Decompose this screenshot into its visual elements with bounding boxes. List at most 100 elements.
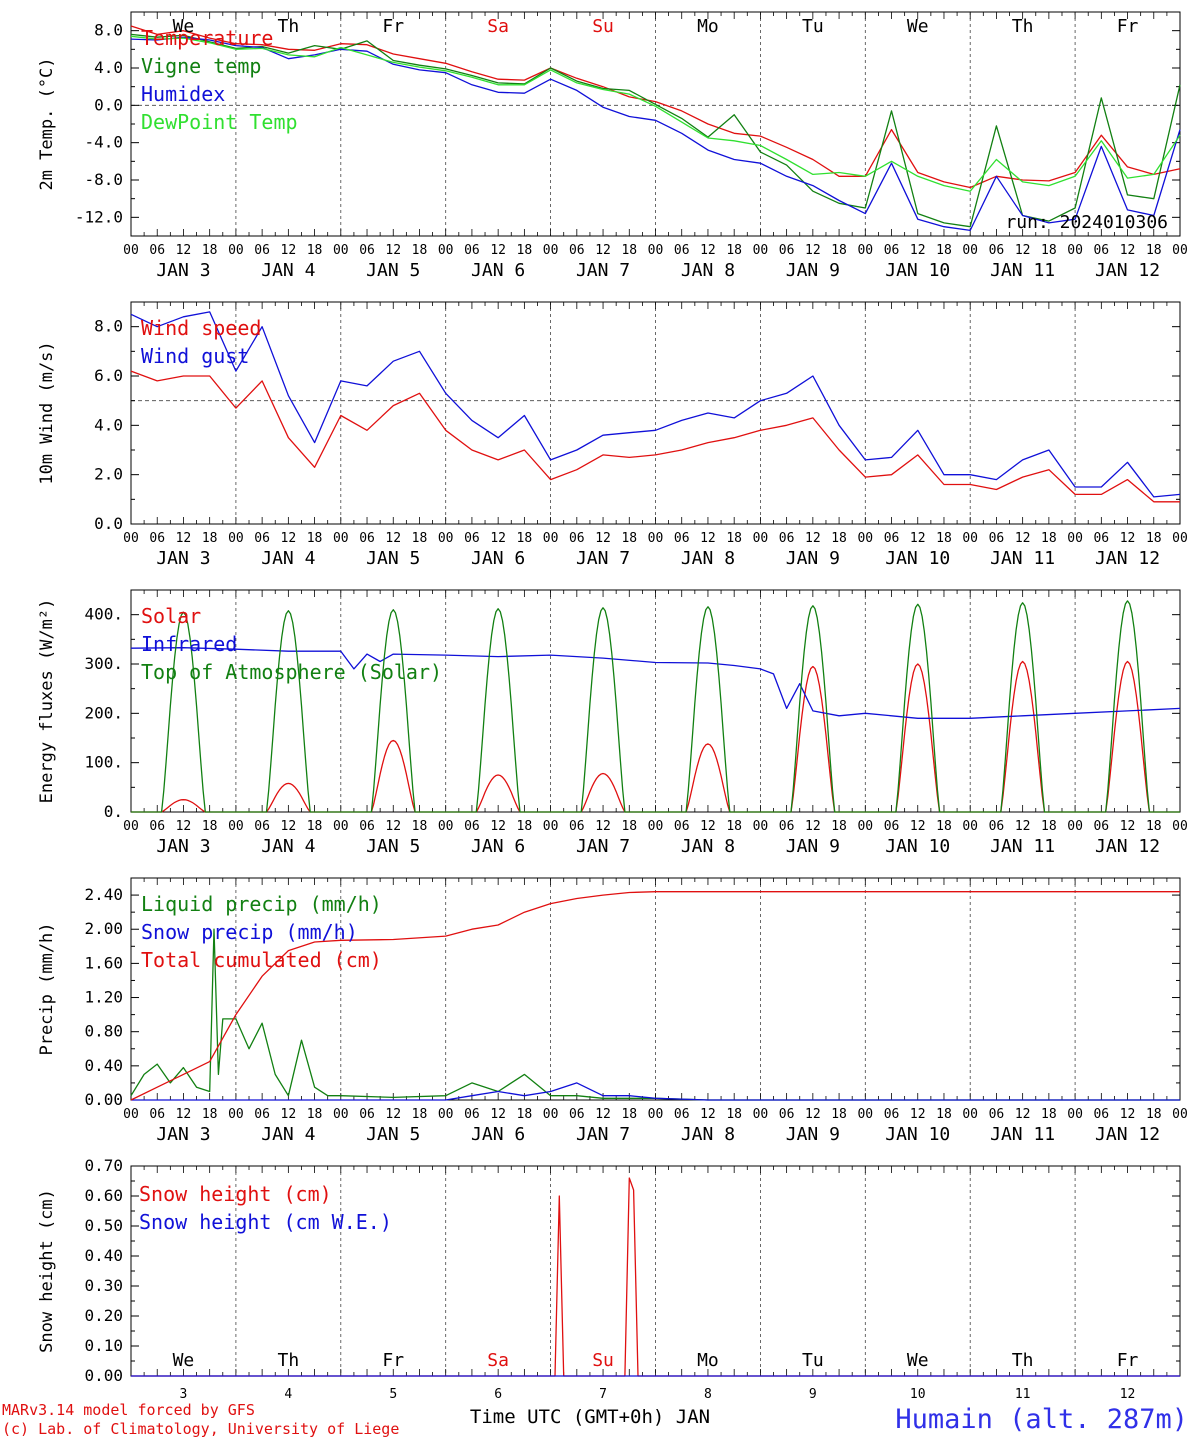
hour-tick-label: 06 [464,819,480,834]
hour-tick-label: 12 [490,819,506,834]
hour-tick-label: 00 [857,243,873,258]
y-tick-label: 0. [104,802,123,821]
hour-tick-label: 18 [936,819,952,834]
day-label: JAN 6 [471,836,525,857]
y-tick-label: 400. [84,605,123,624]
hour-tick-label: 00 [857,819,873,834]
y-tick-label: 8.0 [94,317,123,336]
hour-tick-label: 06 [1093,243,1109,258]
hour-tick-label: 18 [412,1107,428,1122]
day-label: JAN 5 [366,836,420,857]
hour-tick-label: 12 [1120,1107,1136,1122]
day-label: JAN 11 [990,1124,1055,1145]
panel-wind: 0.0 2.0 4.0 6.0 8.0 10m Wind (m/s) 00 06 12 18 JAN… [37,301,1188,569]
y-tick-label: 0.10 [84,1336,123,1355]
hour-tick-label: 06 [674,243,690,258]
day-label: JAN 10 [885,836,950,857]
day-number-label: 6 [494,1387,502,1402]
day-label: JAN 3 [156,1124,210,1145]
hour-tick-label: 00 [753,819,769,834]
panel-precip: 0.00 0.40 0.80 1.20 1.60 2.00 2.40 Precip (mm/h… [37,877,1188,1145]
hour-tick-label: 00 [228,1107,244,1122]
hour-tick-label: 06 [464,531,480,546]
y-tick-label: -12.0 [75,207,123,226]
panel-energy: 0. 100. 200. 300. 400. Energy fluxes (W/m²) 00… [37,589,1188,857]
hour-tick-label: 18 [517,531,533,546]
weekday-label: Sa [487,1350,509,1371]
hour-tick-label: 18 [936,1107,952,1122]
legend-entry: Snow height (cm) [139,1182,332,1206]
day-number-label: 5 [389,1387,397,1402]
y-axis-label: Energy fluxes (W/m²) [37,599,57,804]
hour-tick-label: 06 [779,243,795,258]
day-label: JAN 12 [1095,548,1160,569]
hour-tick-label: 18 [936,243,952,258]
day-label: JAN 7 [576,548,630,569]
y-tick-label: 0.00 [84,1090,123,1109]
hour-tick-label: 18 [936,531,952,546]
day-number-label: 10 [910,1387,926,1402]
legend-entry: Wind speed [141,316,261,340]
day-label: JAN 4 [261,548,315,569]
hour-tick-label: 06 [674,531,690,546]
series-line-temperature-0 [130,25,1181,189]
hour-tick-label: 18 [307,1107,323,1122]
hour-tick-label: 06 [359,531,375,546]
y-tick-label: 0.0 [94,514,123,533]
weekday-label: Th [1012,16,1034,37]
hour-tick-label: 18 [726,1107,742,1122]
hour-tick-label: 00 [857,531,873,546]
weekday-label: Th [1012,1350,1034,1371]
day-label: JAN 3 [156,260,210,281]
series-line-precip-1 [131,1082,1180,1101]
legend-entry: Vigne temp [141,54,261,78]
hour-tick-label: 06 [989,1107,1005,1122]
hour-tick-label: 12 [910,243,926,258]
station-title: Humain (alt. 287m) [895,1404,1188,1435]
hour-tick-label: 00 [123,819,139,834]
hour-tick-label: 18 [1146,819,1162,834]
hour-tick-label: 12 [385,1107,401,1122]
hour-tick-label: 06 [569,531,585,546]
hour-tick-label: 12 [490,1107,506,1122]
legend-entry: Total cumulated (cm) [141,948,382,972]
model-credit: MARv3.14 model forced by GFS [2,1401,255,1419]
hour-tick-label: 06 [464,1107,480,1122]
series-line-energy-1 [130,647,1181,719]
hour-tick-label: 00 [648,531,664,546]
weekday-label: Fr [382,16,404,37]
legend-entry: Snow precip (mm/h) [141,920,358,944]
y-tick-label: 2.0 [94,465,123,484]
weekday-label: Tu [802,1350,824,1371]
legend-entry: Temperature [141,26,273,50]
series-line-wind-1 [130,311,1181,498]
hour-tick-label: 00 [1172,243,1188,258]
hour-tick-label: 18 [202,243,218,258]
hour-tick-label: 00 [438,819,454,834]
y-tick-label: 0.0 [94,95,123,114]
hour-tick-label: 06 [149,819,165,834]
hour-tick-label: 18 [1146,243,1162,258]
hour-tick-label: 12 [281,819,297,834]
hour-tick-label: 18 [621,819,637,834]
hour-tick-label: 06 [779,819,795,834]
legend-entry: Solar [141,604,201,628]
hour-tick-label: 06 [674,819,690,834]
hour-tick-label: 06 [359,819,375,834]
hour-tick-label: 18 [726,243,742,258]
hour-tick-label: 12 [490,243,506,258]
hour-tick-label: 18 [1041,1107,1057,1122]
hour-tick-label: 12 [805,243,821,258]
hour-tick-label: 18 [831,1107,847,1122]
hour-tick-label: 12 [910,819,926,834]
day-number-label: 9 [809,1387,817,1402]
day-label: JAN 9 [786,836,840,857]
hour-tick-label: 12 [595,819,611,834]
hour-tick-label: 18 [831,819,847,834]
legend-entry: DewPoint Temp [141,110,298,134]
hour-tick-label: 00 [543,819,559,834]
day-label: JAN 11 [990,260,1055,281]
hour-tick-label: 06 [254,531,270,546]
day-label: JAN 8 [681,836,735,857]
hour-tick-label: 12 [281,243,297,258]
